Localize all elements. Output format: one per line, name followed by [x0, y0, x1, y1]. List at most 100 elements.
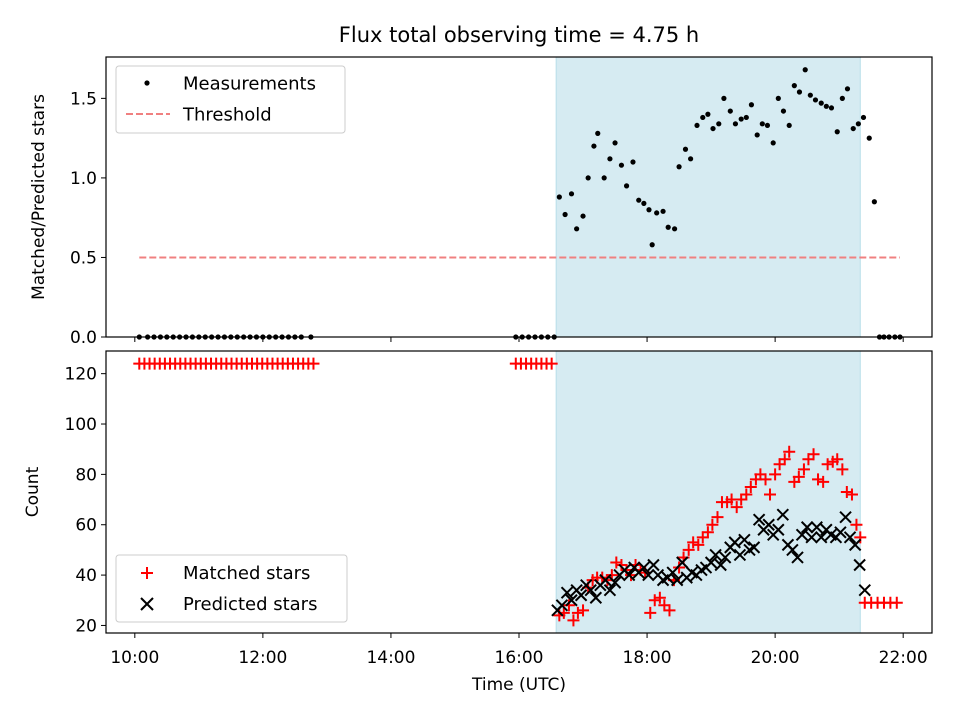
measurement-point: [791, 83, 797, 89]
legend-threshold-label: Threshold: [182, 105, 272, 126]
predicted-star-point: [666, 566, 679, 579]
predicted-star-point: [834, 526, 847, 539]
top-legend-frame: [115, 65, 346, 134]
predicted-star-point: [560, 586, 574, 599]
y-tick-label: 120: [65, 365, 97, 385]
measurement-point: [748, 102, 755, 108]
measurement-point: [568, 191, 575, 197]
predicted-star-point: [752, 513, 766, 526]
top-panel: 0.0 0.5 1.0 1.5 Matched/Predicted stars Mea…: [29, 56, 933, 348]
matched-star-point: [696, 531, 709, 544]
measurement-point: [871, 199, 877, 205]
y-tick-label: 100: [65, 415, 97, 435]
bottom-panel-marks: [133, 357, 903, 627]
matched-star-point: [754, 468, 767, 481]
bottom-legend-frame: [115, 554, 348, 623]
x-tick-label: 10:00: [110, 648, 159, 668]
predicted-star-point: [843, 531, 857, 544]
measurement-point: [654, 210, 660, 216]
top-legend: Measurements Threshold: [115, 65, 346, 134]
measurement-point: [716, 121, 722, 127]
matched-star-point: [730, 501, 743, 514]
matched-star-point: [577, 604, 590, 617]
measurement-point: [802, 67, 808, 73]
predicted-star-point: [599, 573, 612, 587]
x-axis-label: Time (UTC): [471, 675, 566, 695]
measurement-point: [860, 114, 867, 121]
measurement-point: [759, 121, 765, 127]
measurement-point: [844, 86, 851, 92]
predicted-star-point: [815, 531, 828, 544]
measurement-point: [660, 208, 666, 214]
measurement-point: [700, 114, 706, 121]
matched-star-point: [792, 470, 805, 483]
y-tick-label: 80: [75, 465, 97, 485]
predicted-star-point: [747, 541, 761, 554]
predicted-star-point: [810, 521, 823, 534]
x-tick-label: 16:00: [495, 648, 544, 668]
measurement-point: [754, 132, 760, 138]
predicted-star-point: [647, 558, 660, 572]
predicted-star-point: [805, 531, 818, 544]
matched-star-point: [821, 458, 834, 471]
matched-star-point: [673, 561, 686, 574]
predicted-star-point: [762, 518, 775, 531]
predicted-star-point: [574, 589, 588, 602]
matched-star-point: [653, 591, 666, 604]
measurement-point: [612, 140, 618, 146]
legend-measurements-marker: [144, 80, 150, 86]
predicted-star-point: [608, 576, 622, 589]
measurement-point: [591, 143, 597, 149]
measurement-point: [812, 97, 819, 103]
top-x-axis-ticks: [134, 337, 904, 342]
matched-star-point: [711, 511, 724, 524]
measurement-point: [738, 116, 744, 122]
matched-star-point: [802, 453, 815, 466]
predicted-star-point: [565, 594, 578, 607]
matched-star-point: [812, 473, 825, 486]
predicted-star-point: [791, 551, 804, 564]
x-tick-label: 20:00: [751, 648, 800, 668]
matched-star-point: [783, 445, 796, 458]
matched-star-point: [562, 599, 575, 612]
measurement-point: [866, 135, 872, 141]
predicted-star-point: [733, 548, 747, 562]
predicted-star-point: [555, 599, 569, 612]
y-tick-label: 1.5: [70, 89, 97, 109]
measurement-point: [688, 156, 694, 162]
chart-title: Flux total observing time = 4.75 h: [339, 23, 699, 47]
bottom-legend: Matched stars Predicted stars: [115, 554, 348, 623]
y-tick-label: 60: [75, 516, 97, 536]
matched-star-point: [759, 473, 772, 486]
measurement-point: [641, 200, 647, 206]
matched-star-point: [850, 518, 863, 531]
measurement-point: [694, 122, 700, 129]
matched-star-point: [644, 606, 657, 619]
measurement-point: [574, 226, 580, 232]
matched-star-point: [610, 556, 623, 569]
matched-star-point: [663, 604, 676, 617]
measurement-point: [646, 207, 652, 213]
measurement-point: [796, 89, 803, 95]
predicted-star-point: [709, 548, 722, 562]
measurement-point: [732, 121, 739, 127]
matched-star-point: [307, 357, 320, 370]
predicted-star-point: [795, 528, 809, 542]
y-tick-label: 40: [75, 566, 97, 586]
legend-measurements-label: Measurements: [183, 74, 316, 95]
measurement-point: [823, 103, 829, 109]
measurement-point: [649, 242, 655, 248]
matched-star-point: [615, 559, 628, 572]
predicted-star-point: [714, 558, 727, 572]
y-tick-label: 20: [75, 616, 97, 636]
matched-star-point: [692, 538, 705, 551]
predicted-star-point: [676, 556, 689, 569]
matched-star-point: [778, 453, 791, 466]
matched-star-point: [735, 493, 748, 506]
measurement-point: [775, 95, 781, 101]
measurement-point: [855, 121, 861, 127]
measurement-point: [786, 122, 792, 129]
matched-star-point: [571, 606, 584, 619]
legend-predicted-marker: [140, 597, 154, 611]
